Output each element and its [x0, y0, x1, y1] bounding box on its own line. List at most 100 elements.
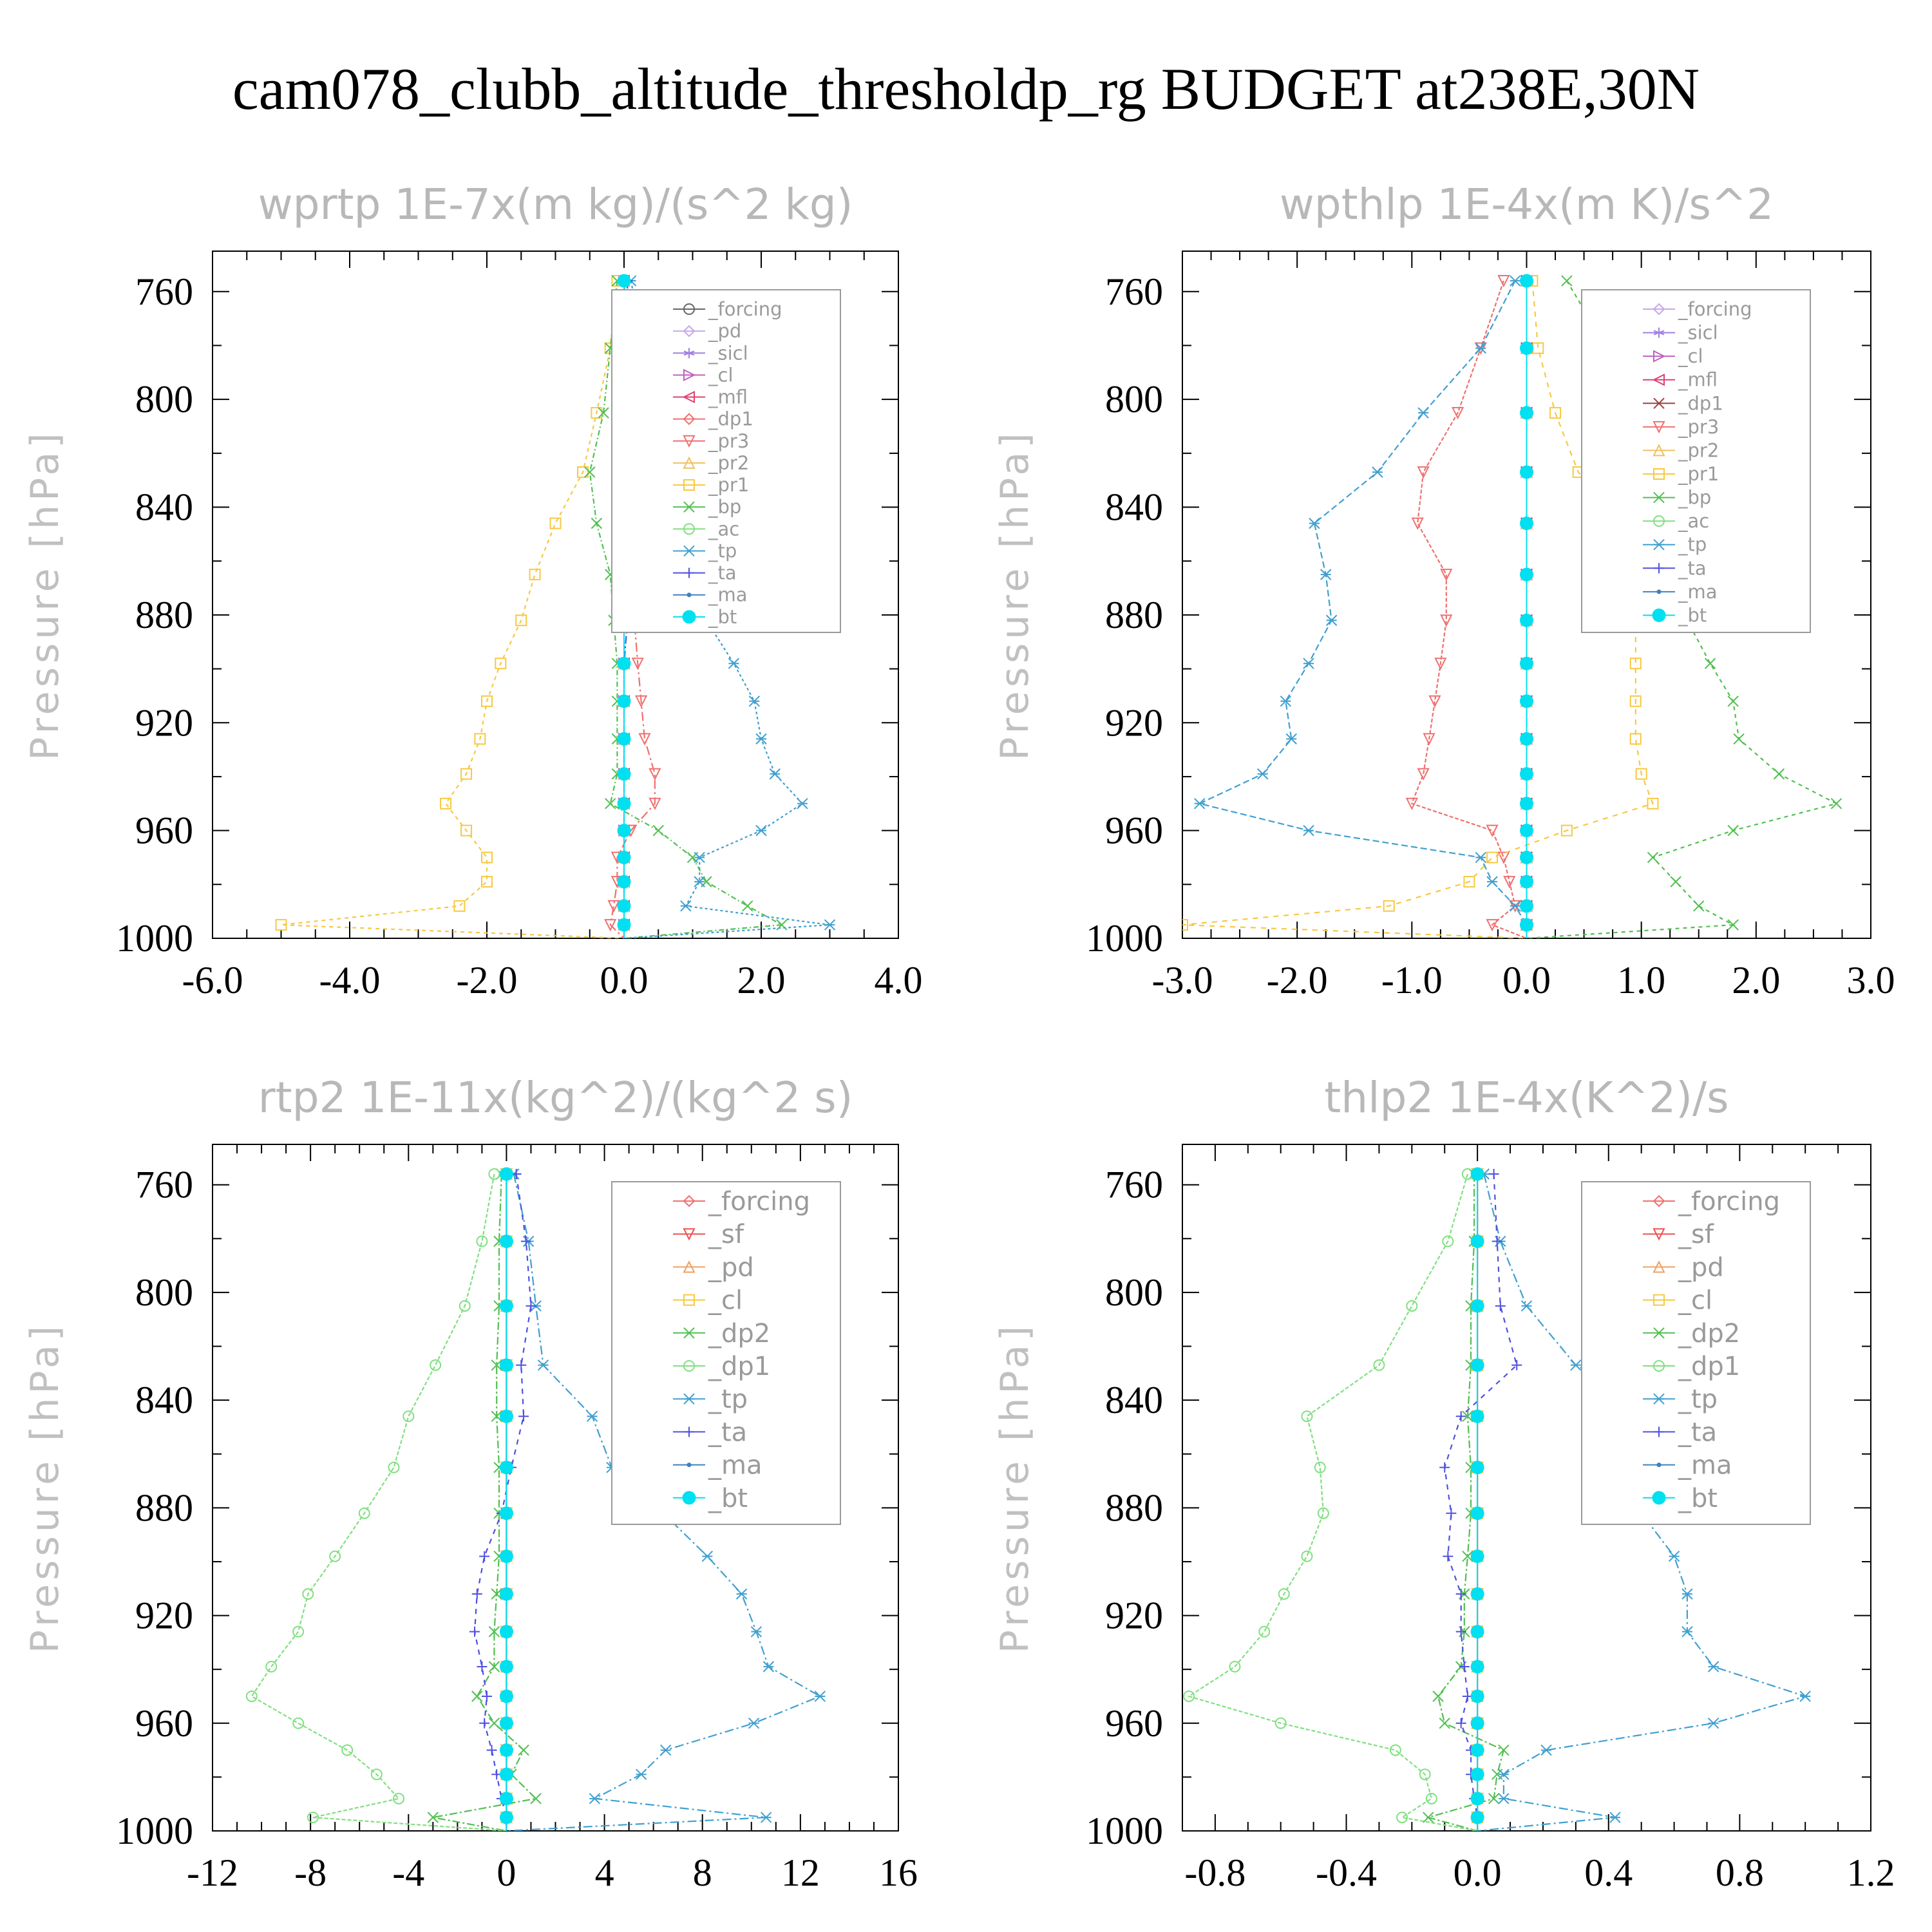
legend-marker [683, 435, 696, 448]
data-point [453, 900, 466, 912]
y-tick-label: 960 [135, 1702, 193, 1745]
data-point [1488, 1793, 1500, 1804]
legend-marker [682, 1491, 696, 1505]
data-point [1520, 694, 1533, 708]
legend-marker [683, 545, 695, 557]
data-point [814, 1690, 826, 1702]
data-point [1389, 1744, 1401, 1756]
series-line-pr1 [1182, 280, 1654, 938]
data-point [1285, 733, 1297, 745]
data-point [460, 768, 473, 780]
data-point [530, 1793, 542, 1804]
data-point [358, 1507, 370, 1519]
legend-marker [1653, 468, 1665, 480]
data-point [584, 466, 596, 478]
data-point [1470, 1358, 1484, 1372]
data-point [1629, 658, 1642, 670]
data-point [518, 1411, 529, 1422]
y-tick-label: 760 [135, 270, 193, 313]
data-point [1470, 1167, 1484, 1181]
x-tick-label: 0.0 [1502, 959, 1551, 1001]
legend-marker [683, 348, 695, 359]
data-point [481, 851, 493, 864]
data-point [694, 851, 705, 864]
legend-label: _dp1 [1678, 1352, 1740, 1381]
data-point [1428, 695, 1441, 708]
series-line-ta [473, 1173, 532, 1831]
data-point [1486, 824, 1499, 837]
y-tick-label: 880 [135, 594, 193, 636]
panel-2: wpthlp 1E-4x(m K)/s^2 Pressure [hPa] 760 80… [992, 180, 1895, 1001]
legend-label: _ac [1678, 510, 1709, 532]
legend-marker [683, 1228, 696, 1241]
data-point [1470, 1810, 1484, 1824]
data-point [1647, 851, 1659, 864]
legend-label: _sf [1678, 1220, 1714, 1249]
data-point [1520, 567, 1533, 582]
data-point [1520, 899, 1533, 913]
legend-marker [1653, 1260, 1665, 1273]
data-point [824, 919, 836, 931]
data-point [1693, 900, 1705, 912]
data-point [499, 1409, 513, 1423]
legend-marker [687, 1463, 692, 1468]
data-point [341, 1744, 354, 1756]
legend-label: _cl [1678, 1286, 1712, 1316]
legend-label: _bp [708, 496, 741, 518]
data-point [755, 824, 767, 837]
y-tick-label: 880 [1105, 594, 1163, 636]
data-point [1681, 1625, 1693, 1638]
legend-marker [1652, 374, 1665, 386]
data-point [1470, 1716, 1484, 1730]
data-point [617, 850, 631, 864]
data-point [1520, 797, 1533, 811]
legend-label: _tp [1678, 534, 1707, 556]
data-point [329, 1550, 341, 1562]
data-point [292, 1717, 305, 1729]
data-point [635, 695, 648, 708]
legend-label: _tp [708, 540, 737, 562]
data-point [1498, 1793, 1510, 1804]
data-point [488, 1718, 500, 1729]
figure-title: cam078_clubb_altitude_thresholdp_rg BUDG… [232, 56, 1700, 122]
data-point [482, 1690, 492, 1701]
y-tick-label: 1000 [1086, 917, 1163, 960]
data-point [1470, 1743, 1484, 1757]
data-point [307, 1812, 319, 1824]
legend-marker [1652, 1491, 1666, 1505]
data-point [275, 919, 287, 931]
data-point [1549, 407, 1562, 419]
data-point [631, 658, 644, 670]
data-point [430, 1359, 442, 1371]
data-point [1411, 517, 1424, 530]
y-tick-label: 880 [135, 1486, 193, 1529]
data-point [659, 1744, 672, 1756]
data-point [604, 919, 617, 932]
data-point [499, 1660, 513, 1674]
x-tick-label: -12 [187, 1852, 238, 1894]
x-tick-label: 0.0 [600, 959, 649, 1001]
data-point [1773, 768, 1785, 780]
legend-marker [1653, 515, 1665, 527]
data-point [499, 1625, 513, 1639]
legend-label: _bt [708, 606, 737, 628]
legend-box [611, 1181, 841, 1525]
data-point [1492, 1236, 1502, 1247]
data-point [393, 1792, 405, 1804]
data-point [491, 1359, 502, 1371]
x-tick-label: 1.0 [1617, 959, 1665, 1001]
x-tick-label: -4 [392, 1852, 424, 1894]
legend-marker [683, 1294, 695, 1306]
data-point [617, 875, 631, 889]
data-point [1520, 274, 1533, 288]
legend-marker [1653, 397, 1665, 409]
x-tick-label: -0.4 [1316, 1852, 1377, 1894]
legend-label: _pr3 [1678, 416, 1719, 438]
data-point [1486, 876, 1498, 887]
data-point [586, 1410, 598, 1422]
data-point [1733, 733, 1745, 745]
legend-marker [683, 325, 696, 337]
legend-label: _ta [708, 562, 737, 584]
data-point [499, 1167, 513, 1181]
data-point [1668, 1550, 1680, 1562]
